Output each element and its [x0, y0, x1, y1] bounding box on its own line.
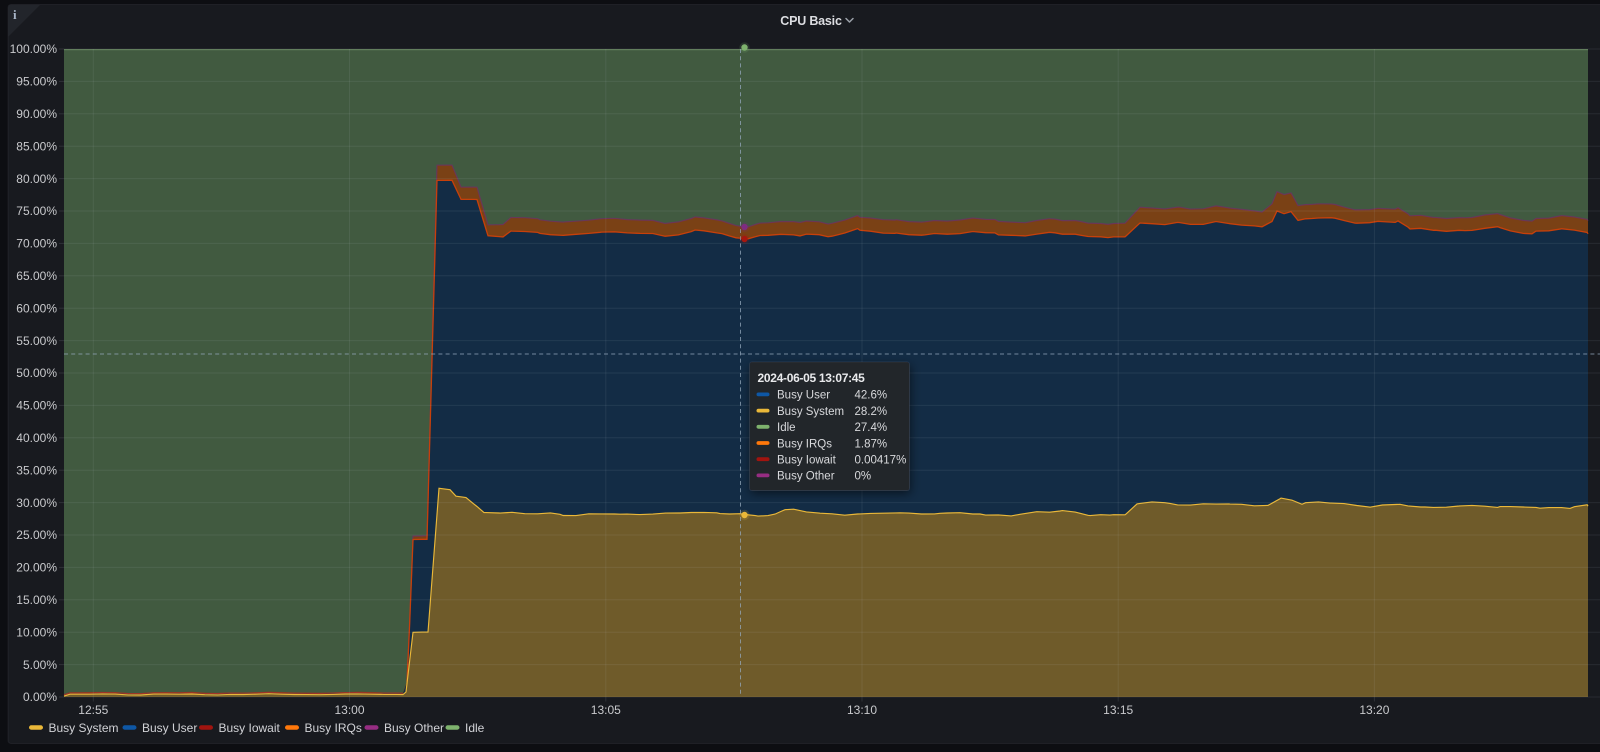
- svg-text:85.00%: 85.00%: [16, 139, 57, 153]
- svg-text:13:00: 13:00: [334, 703, 364, 717]
- svg-text:13:10: 13:10: [847, 703, 877, 717]
- svg-text:100.00%: 100.00%: [10, 42, 58, 56]
- svg-text:Idle: Idle: [777, 422, 796, 434]
- svg-text:13:15: 13:15: [1103, 703, 1133, 717]
- svg-text:i: i: [13, 7, 17, 22]
- svg-text:Idle: Idle: [465, 721, 485, 735]
- svg-text:15.00%: 15.00%: [16, 593, 57, 607]
- svg-text:90.00%: 90.00%: [16, 107, 57, 121]
- svg-text:1.87%: 1.87%: [855, 438, 888, 450]
- svg-text:CPU Basic: CPU Basic: [780, 14, 842, 28]
- svg-text:45.00%: 45.00%: [16, 399, 57, 413]
- svg-text:95.00%: 95.00%: [16, 75, 57, 89]
- svg-text:Busy IRQs: Busy IRQs: [305, 721, 362, 735]
- svg-text:75.00%: 75.00%: [16, 204, 57, 218]
- svg-text:13:20: 13:20: [1359, 703, 1389, 717]
- svg-text:Busy Iowait: Busy Iowait: [777, 455, 837, 467]
- svg-text:0%: 0%: [855, 471, 872, 483]
- svg-text:Busy IRQs: Busy IRQs: [777, 438, 832, 450]
- svg-text:30.00%: 30.00%: [16, 496, 57, 510]
- svg-text:10.00%: 10.00%: [16, 625, 57, 639]
- svg-text:35.00%: 35.00%: [16, 463, 57, 477]
- svg-text:Busy System: Busy System: [777, 406, 844, 418]
- svg-text:Busy User: Busy User: [777, 390, 830, 402]
- svg-text:27.4%: 27.4%: [855, 422, 888, 434]
- svg-text:13:05: 13:05: [591, 703, 621, 717]
- svg-text:70.00%: 70.00%: [16, 237, 57, 251]
- svg-text:55.00%: 55.00%: [16, 334, 57, 348]
- svg-text:80.00%: 80.00%: [16, 172, 57, 186]
- svg-text:0.00417%: 0.00417%: [855, 455, 907, 467]
- svg-text:60.00%: 60.00%: [16, 301, 57, 315]
- svg-text:50.00%: 50.00%: [16, 366, 57, 380]
- svg-text:2024-06-05 13:07:45: 2024-06-05 13:07:45: [758, 371, 866, 385]
- svg-text:Busy Iowait: Busy Iowait: [219, 721, 281, 735]
- svg-text:65.00%: 65.00%: [16, 269, 57, 283]
- svg-text:25.00%: 25.00%: [16, 528, 57, 542]
- svg-text:5.00%: 5.00%: [23, 658, 57, 672]
- svg-text:28.2%: 28.2%: [855, 406, 888, 418]
- svg-text:12:55: 12:55: [78, 703, 108, 717]
- svg-text:20.00%: 20.00%: [16, 561, 57, 575]
- svg-text:Busy User: Busy User: [142, 721, 197, 735]
- svg-text:40.00%: 40.00%: [16, 431, 57, 445]
- svg-text:0.00%: 0.00%: [23, 690, 57, 704]
- svg-text:Busy Other: Busy Other: [384, 721, 444, 735]
- svg-text:Busy Other: Busy Other: [777, 471, 835, 483]
- svg-text:42.6%: 42.6%: [855, 390, 888, 402]
- svg-text:Busy System: Busy System: [49, 721, 119, 735]
